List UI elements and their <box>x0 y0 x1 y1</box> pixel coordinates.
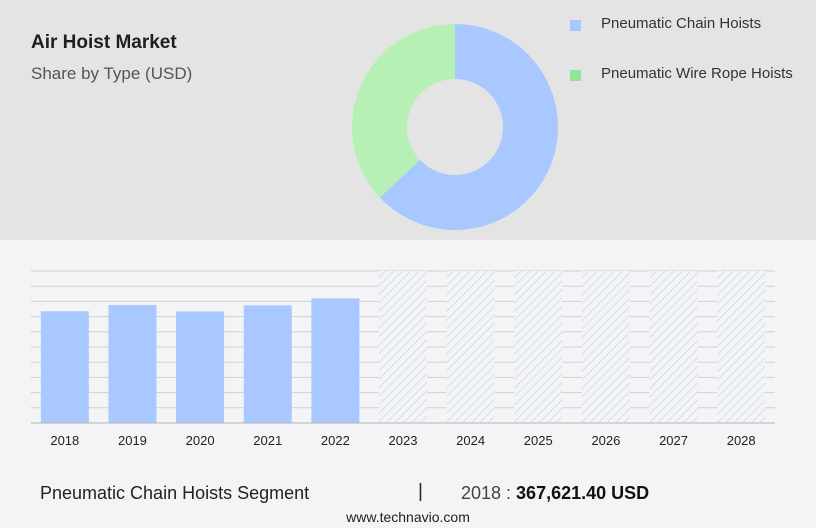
forecast-bar-2024 <box>446 271 495 423</box>
forecast-bar-2025 <box>514 271 563 423</box>
bar-2019 <box>108 305 157 423</box>
x-tick-label: 2022 <box>321 433 350 448</box>
bar-2022 <box>311 298 360 423</box>
footer-year: 2018 : <box>461 483 517 503</box>
forecast-bar-2023 <box>379 271 427 423</box>
footer-segment-label: Pneumatic Chain Hoists Segment <box>40 483 310 503</box>
x-tick-label: 2025 <box>524 433 553 448</box>
x-tick-label: 2018 <box>50 433 79 448</box>
legend-label-chain: Pneumatic Chain Hoists <box>601 15 762 32</box>
donut-slice-wire-rope <box>352 24 455 198</box>
forecast-bar-2028 <box>717 271 766 423</box>
bar-2018 <box>40 311 89 423</box>
legend-label-wire-rope: Pneumatic Wire Rope Hoists <box>601 65 793 82</box>
bar-2020 <box>176 311 225 423</box>
footer-amount: 367,621.40 USD <box>516 483 650 503</box>
chart-title: Air Hoist Market <box>31 32 177 53</box>
x-tick-label: 2021 <box>253 433 282 448</box>
chart-subtitle: Share by Type (USD) <box>31 64 193 83</box>
donut-slice-chain <box>379 24 558 230</box>
x-tick-label: 2028 <box>727 433 756 448</box>
footer-website: www.technavio.com <box>346 509 470 525</box>
donut-chart <box>352 24 558 230</box>
forecast-bar-2026 <box>581 271 630 423</box>
x-tick-label: 2020 <box>186 433 215 448</box>
footer-value: 2018 : 367,621.40 USD <box>461 483 649 504</box>
legend-item-chain: Pneumatic Chain Hoists <box>570 16 801 31</box>
x-tick-label: 2026 <box>591 433 620 448</box>
legend-swatch-chain <box>570 20 581 31</box>
bar-chart: 2018 2019 2020 2021 2022 2023 2024 2025 2026 2027… <box>31 270 775 448</box>
x-tick-label: 2019 <box>118 433 147 448</box>
bar-2021 <box>243 305 292 423</box>
x-tick-label: 2023 <box>389 433 418 448</box>
legend-swatch-wire-rope <box>570 70 581 81</box>
forecast-bar-2027 <box>649 271 698 423</box>
footer-separator: | <box>418 481 423 502</box>
x-tick-label: 2027 <box>659 433 688 448</box>
x-tick-label: 2024 <box>456 433 485 448</box>
legend-item-wire-rope: Pneumatic Wire Rope Hoists <box>570 66 801 81</box>
